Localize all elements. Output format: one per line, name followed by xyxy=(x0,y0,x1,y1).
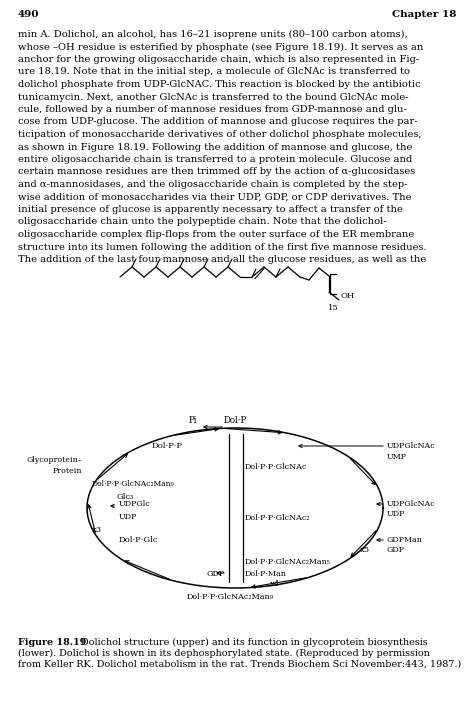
Text: 15: 15 xyxy=(328,304,338,312)
Text: (lower). Dolichol is shown in its dephosphorylated state. (Reproduced by permiss: (lower). Dolichol is shown in its dephos… xyxy=(18,649,430,658)
Text: Chapter 18: Chapter 18 xyxy=(392,10,456,19)
Text: UMP: UMP xyxy=(387,453,407,461)
Text: Glc₃: Glc₃ xyxy=(117,493,134,501)
Text: GDPMan: GDPMan xyxy=(387,536,423,544)
Text: Dol·P·Man: Dol·P·Man xyxy=(245,570,287,578)
Text: initial presence of glucose is apparently necessary to affect a transfer of the: initial presence of glucose is apparentl… xyxy=(18,205,403,214)
Text: cule, followed by a number of mannose residues from GDP-mannose and glu-: cule, followed by a number of mannose re… xyxy=(18,105,407,114)
Text: UDP: UDP xyxy=(387,510,405,518)
Text: UDPGlcNAc: UDPGlcNAc xyxy=(387,500,436,508)
Text: ticipation of monosaccharide derivatives of other dolichol phosphate molecules,: ticipation of monosaccharide derivatives… xyxy=(18,130,421,139)
Text: wise addition of monosaccharides via their UDP, GDP, or CDP derivatives. The: wise addition of monosaccharides via the… xyxy=(18,192,411,202)
Text: Dol·P·P·GlcNAc₂Man₉: Dol·P·P·GlcNAc₂Man₉ xyxy=(92,480,175,488)
Text: tunicamycin. Next, another GlcNAc is transferred to the bound GlcNAc mole-: tunicamycin. Next, another GlcNAc is tra… xyxy=(18,93,409,101)
Text: Dol·P·P·GlcNAc₂: Dol·P·P·GlcNAc₂ xyxy=(245,514,310,522)
Text: oligosaccharide chain unto the polypeptide chain. Note that the dolichol-: oligosaccharide chain unto the polypepti… xyxy=(18,218,387,226)
Text: Glycoprotein–: Glycoprotein– xyxy=(26,456,82,464)
Text: whose –OH residue is esterified by phosphate (see Figure 18.19). It serves as an: whose –OH residue is esterified by phosp… xyxy=(18,42,423,52)
Text: OH: OH xyxy=(341,292,355,300)
Text: x4: x4 xyxy=(270,580,280,588)
Text: structure into its lumen following the addition of the first five mannose residu: structure into its lumen following the a… xyxy=(18,243,427,251)
Text: Dol·P·P: Dol·P·P xyxy=(152,442,182,450)
Text: ure 18.19. Note that in the initial step, a molecule of GlcNAc is transferred to: ure 18.19. Note that in the initial step… xyxy=(18,67,410,77)
Text: cose from UDP-glucose. The addition of mannose and glucose requires the par-: cose from UDP-glucose. The addition of m… xyxy=(18,118,418,126)
Text: UDPGlcNAc: UDPGlcNAc xyxy=(387,442,436,450)
Text: UDP: UDP xyxy=(119,513,137,521)
Text: GDP: GDP xyxy=(207,570,225,578)
Text: oligosaccharide complex flip-flops from the outer surface of the ER membrane: oligosaccharide complex flip-flops from … xyxy=(18,230,414,239)
Text: x5: x5 xyxy=(360,546,370,554)
Text: min A. Dolichol, an alcohol, has 16–21 isoprene units (80–100 carbon atoms),: min A. Dolichol, an alcohol, has 16–21 i… xyxy=(18,30,408,39)
Text: x3: x3 xyxy=(92,526,102,534)
Text: Dol·P·P·GlcNAc₂Man₉: Dol·P·P·GlcNAc₂Man₉ xyxy=(186,593,273,601)
Text: UDPGlc: UDPGlc xyxy=(119,500,151,508)
Text: Dol·P·P·GlcNAc₂Man₅: Dol·P·P·GlcNAc₂Man₅ xyxy=(245,558,331,566)
Text: Dol·P: Dol·P xyxy=(223,416,246,425)
Text: entire oligosaccharide chain is transferred to a protein molecule. Glucose and: entire oligosaccharide chain is transfer… xyxy=(18,155,412,164)
Text: Figure 18.19: Figure 18.19 xyxy=(18,638,86,647)
Text: 490: 490 xyxy=(18,10,39,19)
Text: The addition of the last four mannose and all the glucose residues, as well as t: The addition of the last four mannose an… xyxy=(18,255,426,264)
Text: certain mannose residues are then trimmed off by the action of α-glucosidases: certain mannose residues are then trimme… xyxy=(18,167,415,177)
Text: Dol·P·Glc: Dol·P·Glc xyxy=(119,536,158,544)
Text: from Keller RK. Dolichol metabolism in the rat. Trends Biochem Sci November:443,: from Keller RK. Dolichol metabolism in t… xyxy=(18,660,461,668)
Text: dolichol phosphate from UDP-GlcNAC. This reaction is blocked by the antibiotic: dolichol phosphate from UDP-GlcNAC. This… xyxy=(18,80,420,89)
Text: Pi: Pi xyxy=(189,416,197,425)
Text: anchor for the growing oligosaccharide chain, which is also represented in Fig-: anchor for the growing oligosaccharide c… xyxy=(18,55,419,64)
Text: as shown in Figure 18.19. Following the addition of mannose and glucose, the: as shown in Figure 18.19. Following the … xyxy=(18,142,412,151)
Text: GDP: GDP xyxy=(387,546,405,554)
Text: Protein: Protein xyxy=(53,467,82,475)
Text: Dolichol structure (upper) and its function in glycoprotein biosynthesis: Dolichol structure (upper) and its funct… xyxy=(72,638,428,647)
Text: Dol·P·P·GlcNAc: Dol·P·P·GlcNAc xyxy=(245,463,307,471)
Text: and α-mannosidases, and the oligosaccharide chain is completed by the step-: and α-mannosidases, and the oligosacchar… xyxy=(18,180,408,189)
